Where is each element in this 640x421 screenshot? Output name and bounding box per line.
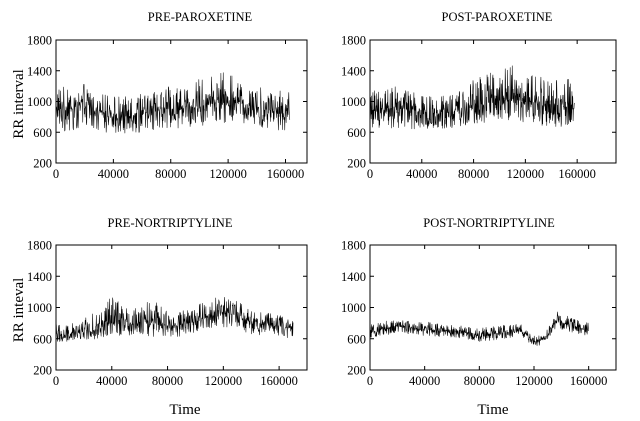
y-tick-label: 1400 — [27, 270, 52, 284]
panel-pre-nortriptyline: PRE-NORTRIPTYLINE RR inteval Time 200 600… — [11, 216, 308, 418]
y-tick-label: 1800 — [27, 34, 52, 48]
y-axis-label: RR inteval — [11, 278, 27, 343]
panel-title: PRE-PAROXETINE — [148, 10, 253, 24]
x-tick-label: 80000 — [152, 374, 183, 388]
rr-interval-trace — [369, 311, 589, 346]
ticks-layer: 200 600 1000 1400 1800 0 40000 80000 120000 16000… — [27, 239, 307, 388]
x-tick-label: 120000 — [205, 374, 243, 388]
y-tick-label: 1800 — [27, 239, 52, 253]
x-tick-label: 120000 — [209, 167, 247, 181]
panel-post-paroxetine: POST-PAROXETINE 200 600 1000 1400 1800 0 40000… — [341, 10, 617, 181]
x-tick-label: 40000 — [96, 374, 127, 388]
y-tick-label: 600 — [347, 332, 366, 346]
rr-interval-trace — [55, 72, 291, 134]
plot-frame — [55, 244, 308, 371]
plot-frame — [369, 244, 617, 371]
y-tick-label: 1800 — [341, 34, 366, 48]
panel-post-nortriptyline: POST-NORTRIPTYLINE Time 200 600 1000 1400 18… — [341, 216, 617, 418]
ticks-layer: 200 600 1000 1400 1800 0 40000 80000 120000 16000… — [341, 34, 616, 181]
ticks-layer: 200 600 1000 1400 1800 0 40000 80000 120000 16000… — [341, 239, 616, 388]
x-tick-label: 0 — [367, 167, 373, 181]
x-tick-label: 40000 — [406, 167, 437, 181]
y-tick-label: 600 — [33, 332, 52, 346]
ticks-layer: 200 600 1000 1400 1800 0 40000 80000 120000 16000… — [27, 34, 307, 181]
y-tick-label: 200 — [347, 157, 366, 171]
y-tick-label: 200 — [33, 364, 52, 378]
y-tick-label: 600 — [347, 126, 366, 140]
y-tick-label: 200 — [33, 157, 52, 171]
y-tick-label: 1400 — [341, 270, 366, 284]
y-axis-label: RR interval — [11, 69, 27, 139]
y-tick-label: 600 — [33, 126, 52, 140]
x-tick-label: 40000 — [98, 167, 129, 181]
x-tick-label: 120000 — [507, 167, 545, 181]
x-tick-label: 160000 — [260, 374, 298, 388]
x-tick-label: 160000 — [558, 167, 596, 181]
y-tick-label: 200 — [347, 364, 366, 378]
x-tick-label: 160000 — [570, 374, 608, 388]
x-tick-label: 80000 — [155, 167, 186, 181]
x-tick-label: 80000 — [464, 374, 495, 388]
rr-interval-trace — [55, 296, 294, 342]
panel-pre-paroxetine: PRE-PAROXETINE RR interval 200 600 1000 140… — [11, 10, 308, 181]
y-tick-label: 1000 — [341, 301, 366, 315]
y-tick-label: 1400 — [341, 64, 366, 78]
x-tick-label: 160000 — [267, 167, 305, 181]
y-tick-label: 1800 — [341, 239, 366, 253]
y-tick-label: 1400 — [27, 64, 52, 78]
x-tick-label: 120000 — [515, 374, 553, 388]
x-tick-label: 0 — [367, 374, 373, 388]
panel-title: PRE-NORTRIPTYLINE — [108, 216, 233, 230]
panel-title: POST-PAROXETINE — [442, 10, 553, 24]
y-tick-label: 1000 — [27, 95, 52, 109]
x-tick-label: 0 — [53, 374, 59, 388]
x-tick-label: 80000 — [458, 167, 489, 181]
x-tick-label: 0 — [53, 167, 59, 181]
y-tick-label: 1000 — [27, 301, 52, 315]
x-axis-label: Time — [477, 402, 508, 418]
x-axis-label: Time — [169, 402, 200, 418]
rr-interval-trace — [369, 65, 575, 130]
y-tick-label: 1000 — [341, 95, 366, 109]
panel-title: POST-NORTRIPTYLINE — [423, 216, 555, 230]
x-tick-label: 40000 — [409, 374, 440, 388]
